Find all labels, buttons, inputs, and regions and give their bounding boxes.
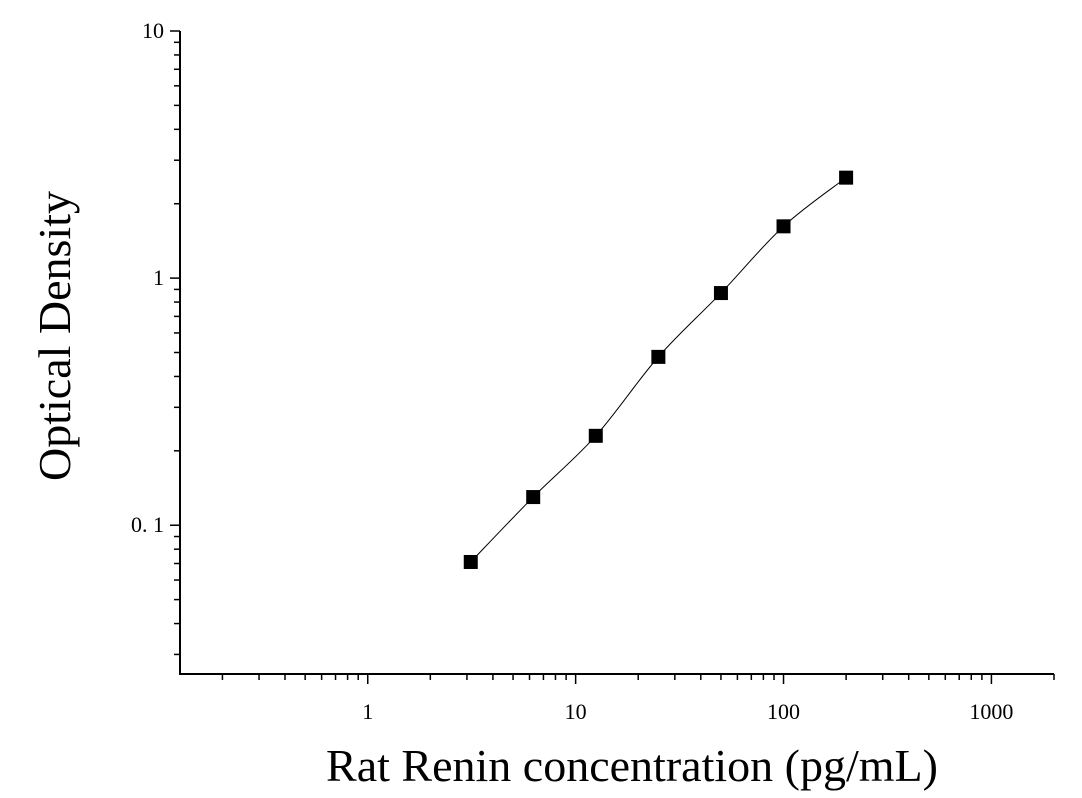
data-point-marker [651, 349, 666, 364]
x-tick-label: 1 [362, 699, 373, 724]
y-tick-label: 10 [142, 18, 164, 43]
plot-area: 0. 1 1 10 1 10 100 1000 [131, 18, 1055, 724]
data-point-marker [526, 490, 541, 505]
x-axis-ticks: 1 10 100 1000 [221, 674, 1055, 724]
y-axis-title: Optical Density [29, 191, 80, 481]
y-axis-ticks: 0. 1 1 10 [131, 18, 180, 656]
fit-curve [470, 177, 847, 563]
data-points [463, 170, 854, 569]
data-point-marker [463, 554, 478, 569]
data-point-marker [713, 286, 728, 301]
y-tick-label: 1 [153, 265, 164, 290]
x-tick-label: 1000 [969, 699, 1013, 724]
y-tick-label: 0. 1 [131, 512, 164, 537]
x-tick-label: 100 [767, 699, 800, 724]
x-axis-title: Rat Renin concentration (pg/mL) [326, 740, 938, 791]
data-point-marker [839, 170, 854, 185]
x-tick-label: 10 [565, 699, 587, 724]
data-point-marker [588, 428, 603, 443]
data-point-marker [776, 219, 791, 234]
